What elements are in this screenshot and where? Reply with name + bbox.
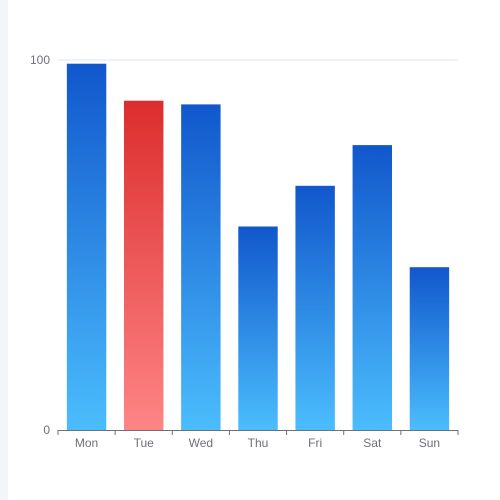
bar-thu bbox=[238, 226, 278, 430]
bars-layer bbox=[66, 63, 450, 431]
x-tick-label-mon: Mon bbox=[75, 436, 98, 450]
x-axis bbox=[57, 430, 459, 435]
bar-wed bbox=[181, 104, 221, 431]
bar-tue bbox=[124, 100, 164, 430]
y-tick-label-100: 100 bbox=[30, 53, 50, 67]
bar-sat bbox=[352, 145, 392, 430]
bar-fri bbox=[295, 185, 335, 430]
x-tick-label-tue: Tue bbox=[134, 436, 155, 450]
x-tick-label-thu: Thu bbox=[248, 436, 269, 450]
bar-sun bbox=[409, 267, 450, 430]
chart-container: 0 100 Mon Tue Wed Thu Fri Sat Sun bbox=[8, 0, 500, 500]
y-axis-labels: 0 100 bbox=[30, 53, 50, 437]
bar-mon bbox=[66, 63, 107, 430]
x-tick-label-sat: Sat bbox=[363, 436, 382, 450]
y-tick-label-0: 0 bbox=[43, 423, 50, 437]
bar-chart: 0 100 Mon Tue Wed Thu Fri Sat Sun bbox=[30, 53, 459, 450]
x-axis-labels: Mon Tue Wed Thu Fri Sat Sun bbox=[75, 436, 440, 450]
x-tick-label-sun: Sun bbox=[419, 436, 440, 450]
x-tick-label-fri: Fri bbox=[308, 436, 322, 450]
x-tick-label-wed: Wed bbox=[189, 436, 213, 450]
